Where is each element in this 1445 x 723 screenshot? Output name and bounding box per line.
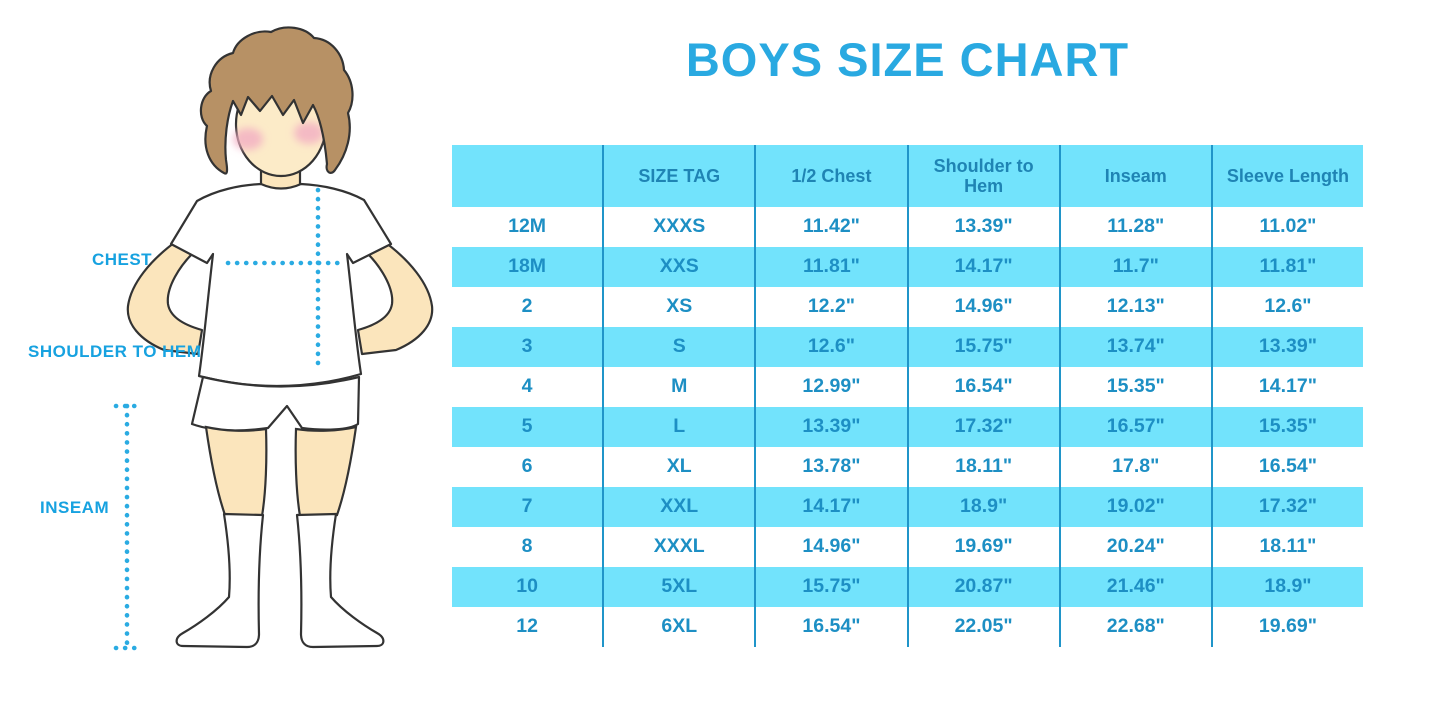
table-cell: 14.17"	[754, 487, 906, 527]
table-cell: 13.39"	[906, 207, 1059, 247]
page-title: BOYS SIZE CHART	[685, 33, 1130, 86]
table-cell: 20.87"	[906, 567, 1059, 607]
column-header: 1/2 Chest	[754, 145, 906, 207]
table-cell: 12.2"	[754, 287, 906, 327]
table-cell: 11.02"	[1210, 207, 1363, 247]
table-cell: 11.81"	[754, 247, 906, 287]
table-cell: 14.17"	[1210, 367, 1363, 407]
table-cell: 11.7"	[1058, 247, 1211, 287]
table-cell: 18.9"	[906, 487, 1059, 527]
table-row: 8 XXXL 14.96" 19.69" 20.24" 18.11"	[452, 527, 1363, 567]
table-cell: 16.57"	[1058, 407, 1211, 447]
boy-shirt	[169, 182, 393, 388]
boy-legs	[204, 425, 358, 518]
boy-illustration	[113, 26, 434, 651]
column-header: Sleeve Length	[1210, 145, 1363, 207]
table-cell: 3	[521, 335, 533, 358]
table-cell: 19.69"	[1210, 607, 1363, 647]
table-cell: 11.42"	[754, 207, 906, 247]
table-cell: 15.35"	[1210, 407, 1363, 447]
table-cell: XXXL	[602, 527, 754, 567]
table-row: 2 XS 12.2" 14.96" 12.13" 12.6"	[452, 287, 1363, 327]
table-cell: XS	[602, 287, 754, 327]
table-cell: S	[602, 327, 754, 367]
table-cell: 14.96"	[906, 287, 1059, 327]
table-row: 4 M 12.99" 16.54" 15.35" 14.17"	[452, 367, 1363, 407]
boy-arms	[126, 238, 434, 356]
table-row: 7 XXL 14.17" 18.9" 19.02" 17.32"	[452, 487, 1363, 527]
column-header: Inseam	[1058, 145, 1211, 207]
table-cell: 13.78"	[754, 447, 906, 487]
table-cell: 12.6"	[754, 327, 906, 367]
table-cell: 12.13"	[1058, 287, 1211, 327]
table-cell: 17.32"	[1210, 487, 1363, 527]
table-cell: 15.35"	[1058, 367, 1211, 407]
table-cell: 8	[521, 535, 533, 558]
table-cell: 16.54"	[1210, 447, 1363, 487]
table-cell: XL	[602, 447, 754, 487]
table-cell: 18.9"	[1210, 567, 1363, 607]
table-cell: 18.11"	[906, 447, 1059, 487]
chest-label: CHEST	[91, 250, 153, 269]
table-cell: 17.8"	[1058, 447, 1211, 487]
boy-hair	[199, 26, 354, 175]
table-cell: 18.11"	[1210, 527, 1363, 567]
table-row: 10 5XL 15.75" 20.87" 21.46" 18.9"	[452, 567, 1363, 607]
table-cell: 16.54"	[906, 367, 1059, 407]
table-cell: 12M	[508, 215, 547, 238]
table-cell: 11.28"	[1058, 207, 1211, 247]
inseam-label: INSEAM	[40, 498, 110, 517]
table-row: 3 S 12.6" 15.75" 13.74" 13.39"	[452, 327, 1363, 367]
table-cell: 7	[521, 495, 533, 518]
table-row: 18M XXS 11.81" 14.17" 11.7" 11.81"	[452, 247, 1363, 287]
column-header: SIZE TAG	[602, 145, 754, 207]
table-cell: 10	[516, 575, 538, 598]
table-cell: 4	[521, 375, 533, 398]
table-cell: 18M	[508, 255, 547, 278]
table-cell: 22.05"	[906, 607, 1059, 647]
table-cell: XXXS	[602, 207, 754, 247]
table-cell: 14.17"	[906, 247, 1059, 287]
table-cell: 17.32"	[906, 407, 1059, 447]
table-cell: 6	[521, 455, 533, 478]
table-cell: 6XL	[602, 607, 754, 647]
table-cell: XXL	[602, 487, 754, 527]
table-cell: 14.96"	[754, 527, 906, 567]
table-cell: 19.02"	[1058, 487, 1211, 527]
table-cell: 2	[521, 295, 533, 318]
table-cell: 13.39"	[1210, 327, 1363, 367]
column-header	[452, 145, 602, 207]
shoulder-to-hem-label: SHOULDER TO HEM	[28, 342, 202, 361]
table-cell: 5	[521, 415, 533, 438]
table-row: 6 XL 13.78" 18.11" 17.8" 16.54"	[452, 447, 1363, 487]
table-row: 5 L 13.39" 17.32" 16.57" 15.35"	[452, 407, 1363, 447]
table-row: 12 6XL 16.54" 22.05" 22.68" 19.69"	[452, 607, 1363, 647]
table-cell: 20.24"	[1058, 527, 1211, 567]
table-cell: 12	[516, 615, 538, 638]
table-cell: 11.81"	[1210, 247, 1363, 287]
table-cell: 12.99"	[754, 367, 906, 407]
table-cell: 22.68"	[1058, 607, 1211, 647]
table-header-row: SIZE TAG 1/2 Chest Shoulder to Hem Inseam Sl…	[452, 145, 1363, 207]
boy-socks	[175, 512, 385, 649]
table-cell: L	[602, 407, 754, 447]
table-row: 12M XXXS 11.42" 13.39" 11.28" 11.02"	[452, 207, 1363, 247]
column-header: Shoulder to Hem	[906, 145, 1059, 207]
table-cell: M	[602, 367, 754, 407]
table-cell: 15.75"	[754, 567, 906, 607]
table-cell: 16.54"	[754, 607, 906, 647]
table-cell: 19.69"	[906, 527, 1059, 567]
table-cell: 15.75"	[906, 327, 1059, 367]
table-cell: 12.6"	[1210, 287, 1363, 327]
table-cell: 5XL	[602, 567, 754, 607]
table-cell: 13.74"	[1058, 327, 1211, 367]
table-cell: 13.39"	[754, 407, 906, 447]
table-cell: 21.46"	[1058, 567, 1211, 607]
table-cell: XXS	[602, 247, 754, 287]
measurement-lines	[113, 187, 347, 651]
boy-cheeks	[233, 122, 324, 150]
size-table: SIZE TAG 1/2 Chest Shoulder to Hem Inseam Sl…	[452, 145, 1363, 647]
